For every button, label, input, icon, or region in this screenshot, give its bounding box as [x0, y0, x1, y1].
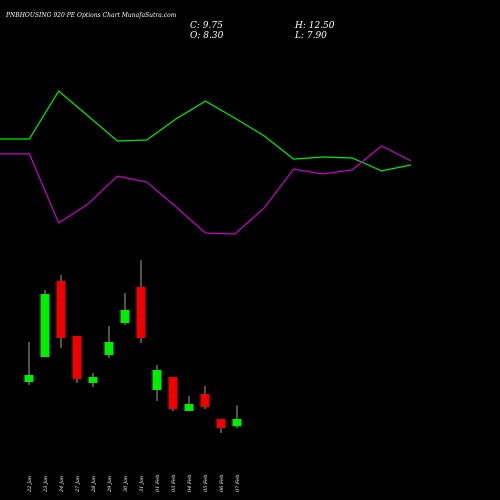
x-tick-label: 22 Jan [27, 476, 33, 493]
x-tick-label: 27 Jan [75, 476, 81, 493]
candle-body [216, 419, 226, 428]
x-tick-label: 03 Feb [171, 475, 177, 492]
candle-body [168, 377, 178, 409]
x-tick-label: 24 Jan [59, 476, 65, 493]
candle-body [88, 377, 98, 383]
line-series [0, 90, 412, 172]
candle-body [104, 342, 114, 355]
candle-body [24, 375, 34, 382]
x-tick-label: 07 Feb [235, 475, 241, 492]
candle-body [40, 294, 50, 357]
candle-body [120, 310, 130, 323]
stat-open: O: 8.30 [190, 31, 224, 41]
candle-body [152, 370, 162, 390]
stat-close: C: 9.75 [190, 21, 223, 31]
candle-body [136, 287, 146, 338]
x-tick-label: 31 Jan [139, 476, 145, 492]
x-tick-label: 05 Feb [203, 475, 209, 492]
candle-body [232, 419, 242, 427]
x-tick-label: 06 Feb [219, 475, 225, 492]
stat-low: L: 7.90 [294, 31, 327, 41]
candle-body [72, 336, 82, 379]
line-series [0, 145, 412, 235]
x-tick-label: 30 Jan [123, 476, 129, 492]
x-tick-label: 28 Jan [91, 476, 97, 493]
x-tick-label: 01 Feb [155, 475, 161, 492]
x-tick-label: 04 Feb [187, 475, 193, 492]
stat-high: H: 12.50 [294, 21, 335, 31]
candle-body [184, 404, 194, 411]
x-tick-label: 23 Jan [43, 476, 49, 493]
candle-body [56, 281, 66, 338]
chart-title: PNBHOUSING 920 PE Options Chart MunafaSu… [5, 12, 177, 19]
candle-body [200, 394, 210, 407]
x-tick-label: 29 Jan [107, 476, 113, 493]
